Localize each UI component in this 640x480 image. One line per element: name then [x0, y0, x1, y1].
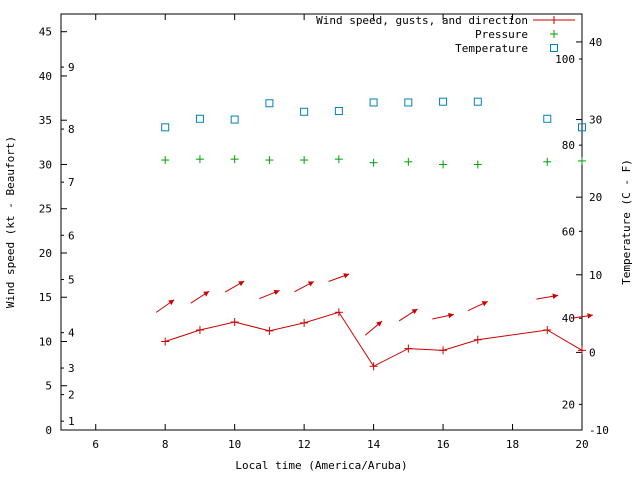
- left-tick-label: 0: [45, 424, 52, 437]
- right-tick-label: 40: [589, 36, 602, 49]
- fahrenheit-tick-label: 80: [562, 139, 575, 152]
- beaufort-tick-label: 1: [68, 415, 75, 428]
- x-tick-label: 8: [162, 438, 169, 451]
- right-tick-label: 10: [589, 269, 602, 282]
- left-tick-label: 5: [45, 380, 52, 393]
- fahrenheit-tick-label: 60: [562, 225, 575, 238]
- x-axis: 6 8 10 12 14 16 18 20 Local time (America/Aruba): [92, 14, 589, 472]
- beaufort-tick-label: 3: [68, 362, 75, 375]
- legend-label: Pressure: [475, 28, 528, 41]
- x-tick-label: 10: [228, 438, 241, 451]
- beaufort-tick-label: 7: [68, 176, 75, 189]
- beaufort-tick-label: 6: [68, 229, 75, 242]
- left-tick-label: 30: [39, 158, 52, 171]
- legend-label: Temperature: [455, 42, 528, 55]
- wind-gusts-and-direction-series: [155, 273, 593, 336]
- right-tick-label: 30: [589, 114, 602, 127]
- beaufort-tick-label: 4: [68, 327, 75, 340]
- temperature-series: [161, 97, 586, 132]
- wind-speed-series: [161, 308, 586, 371]
- right-tick-label: 0: [589, 346, 596, 359]
- x-tick-label: 14: [367, 438, 381, 451]
- left-tick-label: 40: [39, 70, 52, 83]
- right-tick-label: -10: [589, 424, 609, 437]
- right-tick-label: 20: [589, 191, 602, 204]
- beaufort-tick-label: 2: [68, 389, 75, 402]
- beaufort-tick-label: 5: [68, 274, 75, 287]
- x-axis-title: Local time (America/Aruba): [235, 459, 407, 472]
- fahrenheit-tick-label: 40: [562, 312, 575, 325]
- left-tick-label: 10: [39, 335, 52, 348]
- fahrenheit-tick-label: 100: [555, 53, 575, 66]
- x-tick-label: 6: [92, 438, 99, 451]
- x-tick-label: 12: [298, 438, 311, 451]
- left-tick-label: 20: [39, 247, 52, 260]
- left-axis-title: Wind speed (kt - Beaufort): [4, 136, 17, 308]
- plot-border: [60, 13, 583, 431]
- beaufort-tick-label: 8: [68, 123, 75, 136]
- x-tick-label: 20: [575, 438, 588, 451]
- legend: Wind speed, gusts, and directionPressure…: [316, 14, 575, 55]
- legend-label: Wind speed, gusts, and direction: [316, 14, 528, 27]
- left-tick-label: 25: [39, 203, 52, 216]
- fahrenheit-tick-label: 20: [562, 398, 575, 411]
- left-tick-label: 35: [39, 114, 52, 127]
- left-tick-label: 45: [39, 26, 52, 39]
- left-tick-label: 15: [39, 291, 52, 304]
- beaufort-tick-label: 9: [68, 61, 75, 74]
- x-tick-label: 16: [436, 438, 449, 451]
- right-axis-title: Temperature (C - F): [620, 159, 633, 285]
- right-axis: -10 0 10 20 30 40 20 40 60 80 100 Temperature (C - …: [555, 36, 633, 437]
- pressure-series: [161, 155, 586, 169]
- x-tick-label: 18: [506, 438, 519, 451]
